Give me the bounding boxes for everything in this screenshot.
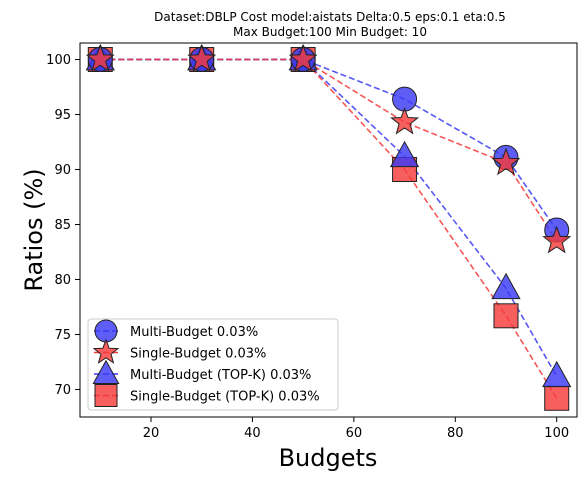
data-point-single-budget-top-k-0-03 [493, 303, 519, 329]
x-tick-label: 60 [346, 426, 363, 441]
data-point-single-budget-0-03 [187, 44, 217, 72]
y-axis-label: Ratios (%) [20, 168, 48, 291]
legend-label: Single-Budget (TOP-K) 0.03% [130, 390, 320, 405]
data-point-single-budget-top-k-0-03 [544, 385, 570, 411]
x-tick-label: 80 [447, 426, 464, 441]
data-point-single-budget-0-03 [288, 44, 318, 72]
y-tick-label: 80 [54, 273, 71, 288]
x-tick-label: 40 [244, 426, 261, 441]
series-line-single-budget-0-03 [100, 58, 558, 242]
x-tick-label: 20 [143, 426, 160, 441]
y-tick-label: 85 [54, 218, 71, 233]
data-point-multi-budget-top-k-0-03 [542, 360, 572, 388]
chart-title-line-2: Max Budget:100 Min Budget: 10 [233, 25, 427, 39]
data-point-multi-budget-top-k-0-03 [491, 272, 521, 300]
legend-frame [87, 318, 339, 411]
axis-ticks: 20 40 60 80 100 70 75 80 85 90 95 100 [46, 53, 569, 441]
legend: Multi-Budget 0.03% Single-Budget 0.03% Mul… [87, 318, 339, 411]
legend-marker-star [92, 338, 120, 364]
legend-marker-square [94, 384, 118, 407]
data-point-single-budget-0-03 [390, 106, 420, 135]
data-point-single-budget-0-03 [491, 147, 521, 176]
data-point-multi-budget-top-k-0-03 [389, 140, 420, 168]
series-line-multi-budget-0-03 [100, 58, 558, 231]
y-tick-label: 70 [54, 383, 71, 398]
plot-frame [79, 42, 578, 418]
data-point-single-budget-0-03 [542, 225, 572, 254]
series-line-single-budget-top-k-0-03 [100, 58, 558, 399]
y-tick-label: 90 [54, 163, 71, 178]
y-tick-label: 95 [54, 108, 71, 123]
legend-label: Multi-Budget 0.03% [130, 325, 258, 340]
x-tick-label: 100 [544, 426, 569, 441]
y-tick-label: 100 [46, 53, 71, 68]
plot-area [85, 43, 572, 411]
legend-marker-triangle [92, 359, 120, 384]
legend-label: Multi-Budget (TOP-K) 0.03% [130, 368, 311, 383]
data-point-single-budget-0-03 [85, 44, 115, 72]
chart-title-line-1: Dataset:DBLP Cost model:aistats Delta:0.… [154, 10, 506, 24]
legend-label: Single-Budget 0.03% [130, 347, 266, 362]
y-tick-label: 75 [54, 328, 71, 343]
x-axis-label: Budgets [279, 444, 378, 472]
